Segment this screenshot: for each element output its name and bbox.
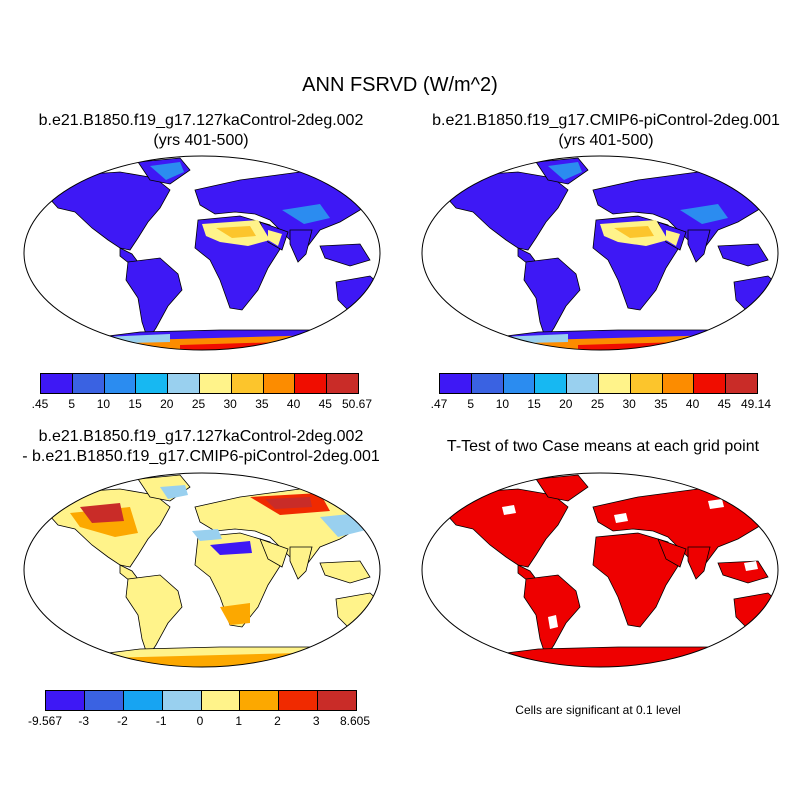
case2-colorbar-tick-label: 45: [717, 397, 731, 411]
panel-title-case1: b.e21.B1850.f19_g17.127kaControl-2deg.00…: [0, 111, 402, 151]
case2-colorbar-bin: [630, 374, 663, 393]
case2-colorbar-tick-label: 10: [495, 397, 510, 411]
diff-colorbar-bin: [46, 691, 85, 710]
case1-colorbar-tick-label: 50.67: [341, 397, 373, 411]
diff-colorbar-bin: [201, 691, 241, 710]
diff-title-line1: b.e21.B1850.f19_g17.127kaControl-2deg.00…: [38, 428, 364, 445]
diff-colorbar-tick-label: 1: [235, 714, 243, 728]
colorbar-case2: [439, 373, 758, 394]
case1-title-line1: b.e21.B1850.f19_g17.127kaControl-2deg.00…: [38, 112, 364, 129]
colorbar-difference-labels: -9.567 -3 -2 -1 0 1 2 3 8.605: [28, 714, 370, 730]
case2-colorbar-bin: [535, 374, 568, 393]
case1-colorbar-tick-label: 5: [68, 397, 76, 411]
diff-colorbar-tick-label: -9.567: [27, 714, 63, 728]
case2-colorbar-tick-label: 25: [590, 397, 605, 411]
case1-colorbar-bin: [199, 374, 232, 393]
case2-colorbar-tick-label: 5: [467, 397, 475, 411]
case2-colorbar-tick-label: 49.14: [740, 397, 772, 411]
figure-title: ANN FSRVD (W/m^2): [302, 74, 498, 96]
case2-colorbar-tick-label: 20: [559, 397, 573, 411]
case1-colorbar-bin: [295, 374, 328, 393]
case1-colorbar-tick-label: 30: [223, 397, 237, 411]
significance-note: Cells are significant at 0.1 level: [515, 703, 681, 717]
case1-colorbar-bin: [327, 374, 358, 393]
case2-title-line1: b.e21.B1850.f19_g17.CMIP6-piControl-2deg…: [432, 112, 780, 129]
case1-colorbar-tick-label: 10: [96, 397, 111, 411]
diff-colorbar-bin: [84, 691, 124, 710]
case2-colorbar-bin: [567, 374, 599, 393]
case2-colorbar-tick-label: 40: [685, 397, 700, 411]
case2-colorbar-bin: [440, 374, 472, 393]
diff-colorbar-tick-label: -3: [78, 714, 90, 728]
colorbar-case1-labels: .45 5 10 15 20 25 30 35 40 45 50.67: [32, 397, 372, 413]
land-field-ttest: [437, 474, 778, 667]
case2-colorbar-bin: [662, 374, 695, 393]
case1-colorbar-bin: [72, 374, 105, 393]
diff-colorbar-bin: [279, 691, 319, 710]
case1-colorbar-bin: [231, 374, 264, 393]
case1-colorbar-bin: [104, 374, 137, 393]
case1-colorbar-tick-label: 35: [255, 397, 269, 411]
case2-colorbar-tick-label: 35: [654, 397, 668, 411]
case2-colorbar-tick-label: .47: [430, 397, 448, 411]
diff-colorbar-bin: [162, 691, 202, 710]
diff-title-line2: - b.e21.B1850.f19_g17.CMIP6-piControl-2d…: [22, 448, 380, 465]
diff-colorbar-tick-label: 2: [274, 714, 281, 728]
colorbar-difference: [45, 690, 357, 711]
case2-colorbar-bin: [503, 374, 536, 393]
case1-title-line2: (yrs 401-500): [153, 132, 249, 149]
panel-title-ttest: T-Test of two Case means at each grid po…: [446, 438, 760, 455]
case1-colorbar-tick-label: 20: [160, 397, 174, 411]
map-case1: [23, 155, 381, 351]
case2-colorbar-tick-label: 15: [527, 397, 541, 411]
case2-title-line2: (yrs 401-500): [558, 132, 654, 149]
map-difference: [23, 472, 381, 668]
case1-colorbar-tick-label: 45: [318, 397, 332, 411]
panel-title-case2: b.e21.B1850.f19_g17.CMIP6-piControl-2deg…: [400, 111, 800, 151]
case1-colorbar-tick-label: .45: [31, 397, 49, 411]
diff-colorbar-bin: [240, 691, 280, 710]
diff-colorbar-tick-label: 8.605: [339, 714, 371, 728]
panel-title-diff: b.e21.B1850.f19_g17.127kaControl-2deg.00…: [0, 427, 402, 467]
case2-colorbar-bin: [598, 374, 631, 393]
case2-colorbar-bin: [694, 374, 727, 393]
case1-colorbar-bin: [41, 374, 73, 393]
case1-colorbar-tick-label: 15: [128, 397, 142, 411]
case1-colorbar-bin: [136, 374, 169, 393]
case1-colorbar-bin: [168, 374, 200, 393]
colorbar-case2-labels: .47 5 10 15 20 25 30 35 40 45 49.14: [431, 397, 771, 413]
diff-colorbar-bin: [318, 691, 356, 710]
map-ttest: [421, 472, 779, 668]
case2-colorbar-tick-label: 30: [622, 397, 636, 411]
map-case2: [421, 155, 779, 351]
diff-colorbar-tick-label: -2: [117, 714, 128, 728]
case1-colorbar-bin: [263, 374, 296, 393]
case1-colorbar-tick-label: 40: [286, 397, 301, 411]
case2-colorbar-bin: [471, 374, 504, 393]
diff-colorbar-tick-label: -1: [155, 714, 167, 728]
case2-colorbar-bin: [726, 374, 757, 393]
diff-colorbar-bin: [123, 691, 163, 710]
diff-colorbar-tick-label: 3: [312, 714, 320, 728]
diff-colorbar-tick-label: 0: [196, 714, 204, 728]
colorbar-case1: [40, 373, 359, 394]
case1-colorbar-tick-label: 25: [191, 397, 206, 411]
